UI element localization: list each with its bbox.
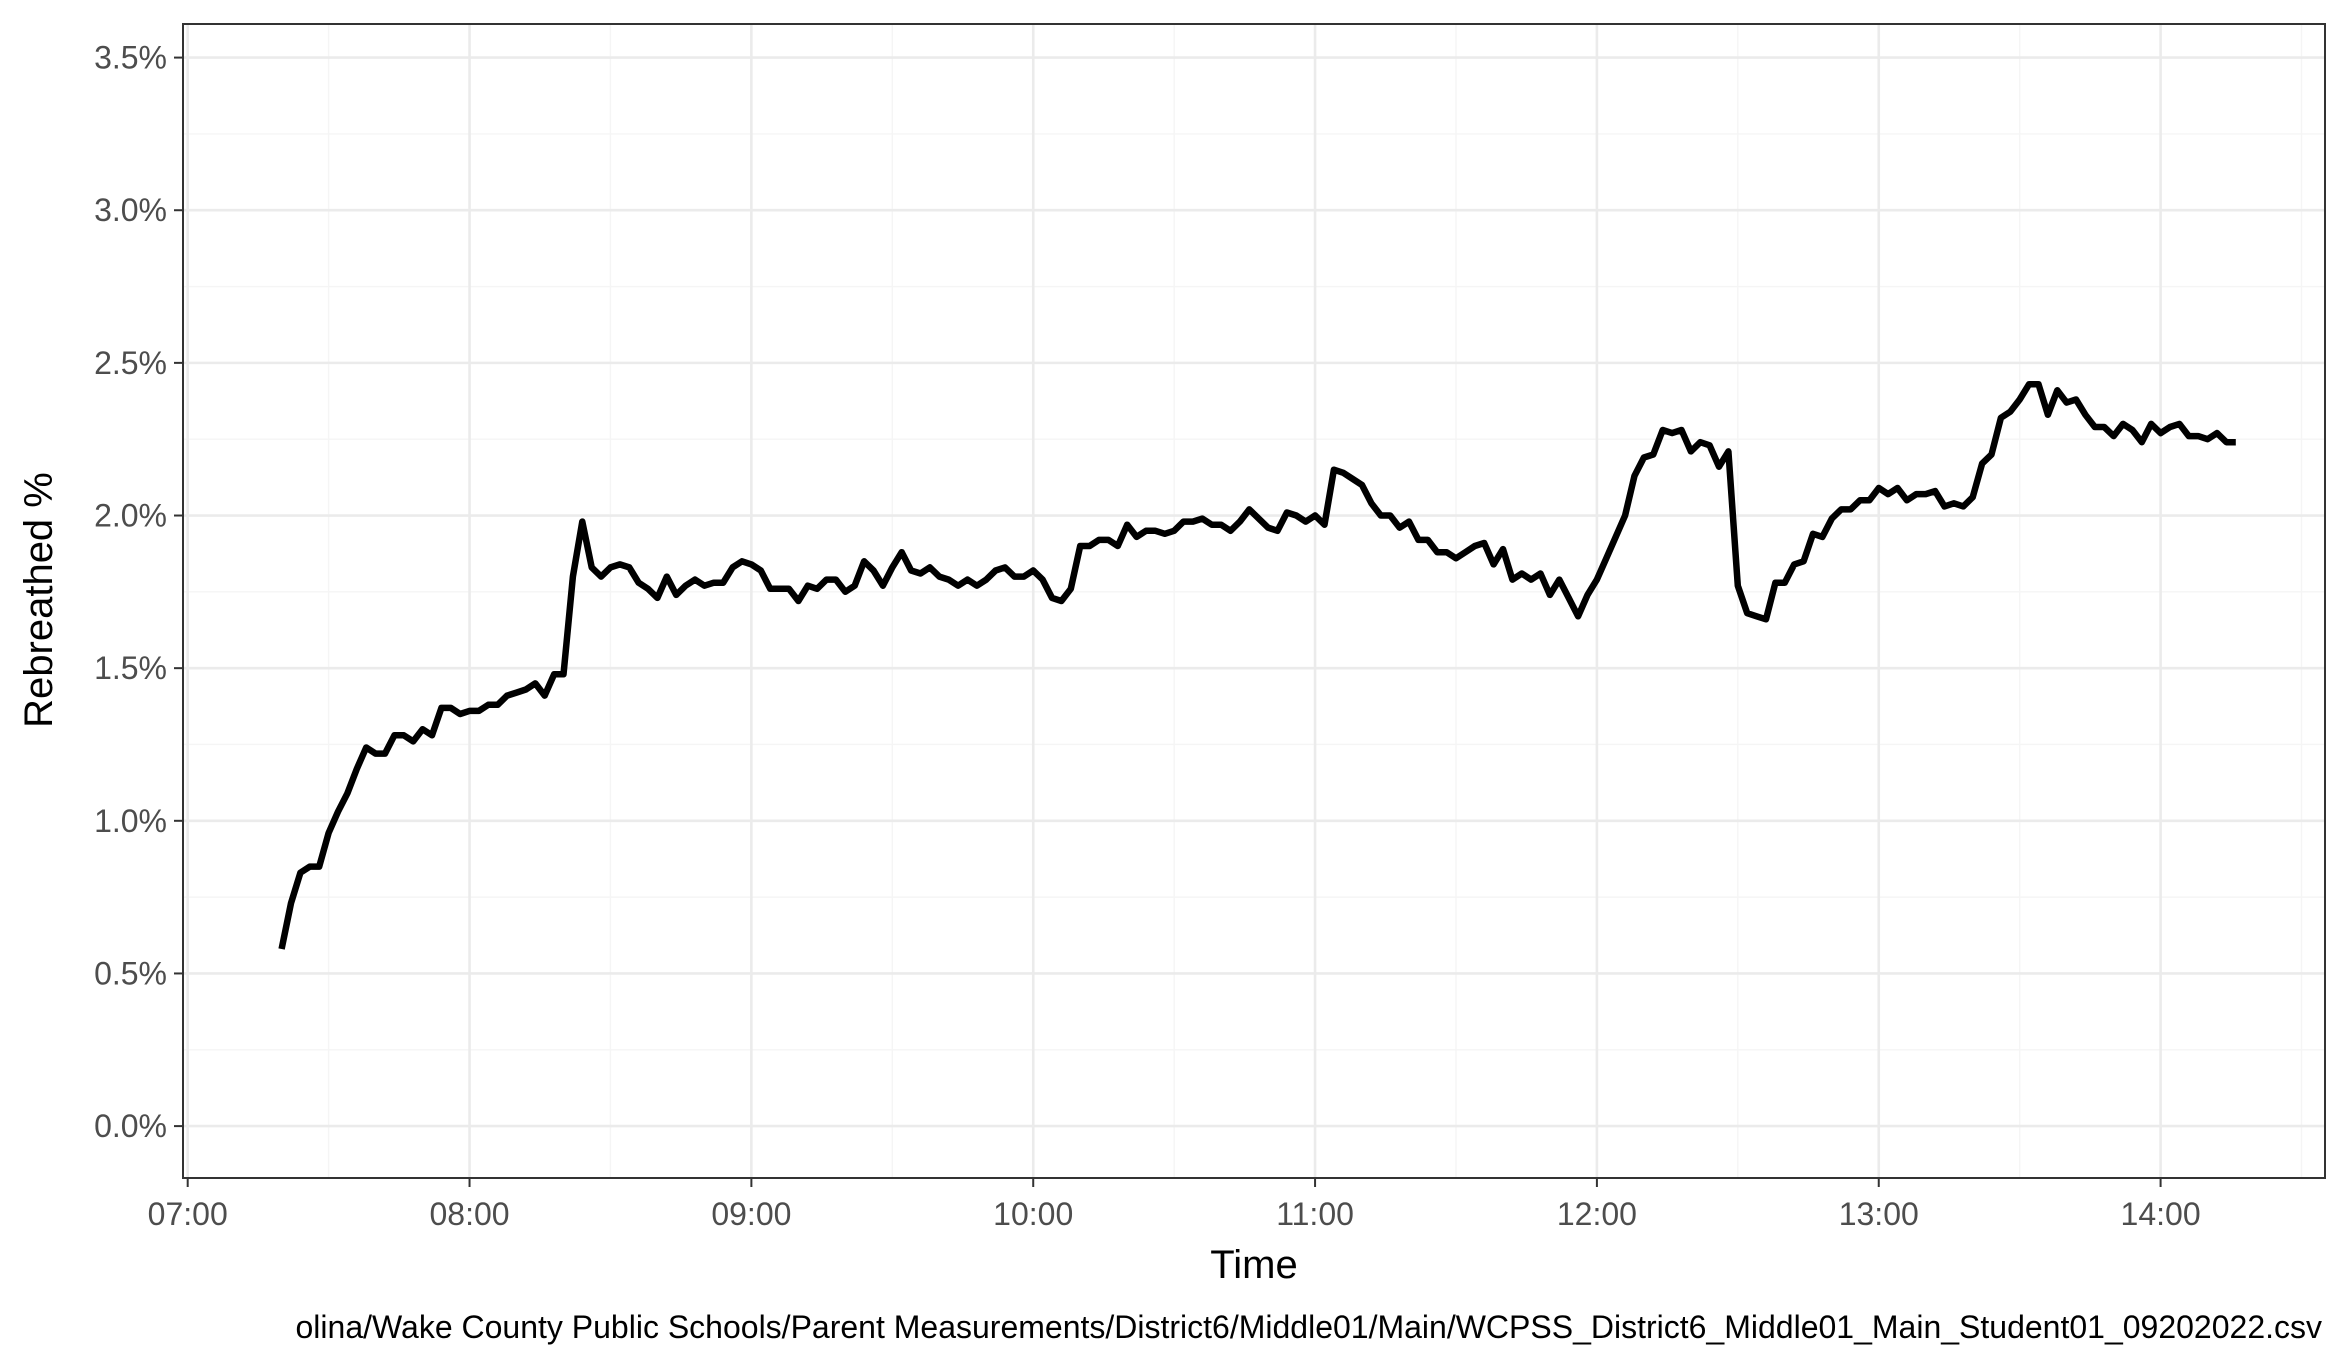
chart-caption: olina/Wake County Public Schools/Parent … <box>296 1309 2323 1345</box>
y-tick-label: 1.0% <box>94 803 167 839</box>
x-tick-label: 13:00 <box>1839 1196 1919 1232</box>
x-axis-title: Time <box>1210 1243 1297 1287</box>
x-tick-label: 08:00 <box>430 1196 510 1232</box>
y-tick-label: 1.5% <box>94 650 167 686</box>
x-tick-label: 14:00 <box>2121 1196 2201 1232</box>
panel-border <box>182 23 2326 1179</box>
y-tick-label: 0.5% <box>94 955 167 991</box>
x-axis: 07:00 08:00 09:00 10:00 11:00 12:00 13:00 14:00 <box>148 1178 2201 1232</box>
x-tick-label: 12:00 <box>1557 1196 1637 1232</box>
x-tick-label: 10:00 <box>993 1196 1073 1232</box>
x-tick-label: 09:00 <box>711 1196 791 1232</box>
series-layer <box>278 380 2236 950</box>
y-tick-label: 0.0% <box>94 1108 167 1144</box>
x-tick-label: 07:00 <box>148 1196 228 1232</box>
y-axis: 0.0% 0.5% 1.0% 1.5% 2.0% 2.5% 3.0% 3.5% <box>94 40 183 1144</box>
x-tick-label: 11:00 <box>1276 1196 1354 1232</box>
minor-gridlines <box>183 24 2325 1178</box>
y-axis-title: Rebreathed % <box>17 472 61 728</box>
y-tick-label: 3.5% <box>94 40 167 76</box>
y-tick-label: 2.0% <box>94 498 167 534</box>
y-tick-label: 2.5% <box>94 345 167 381</box>
major-gridlines <box>183 24 2325 1178</box>
y-tick-label: 3.0% <box>94 192 167 228</box>
series-line <box>278 380 2236 950</box>
